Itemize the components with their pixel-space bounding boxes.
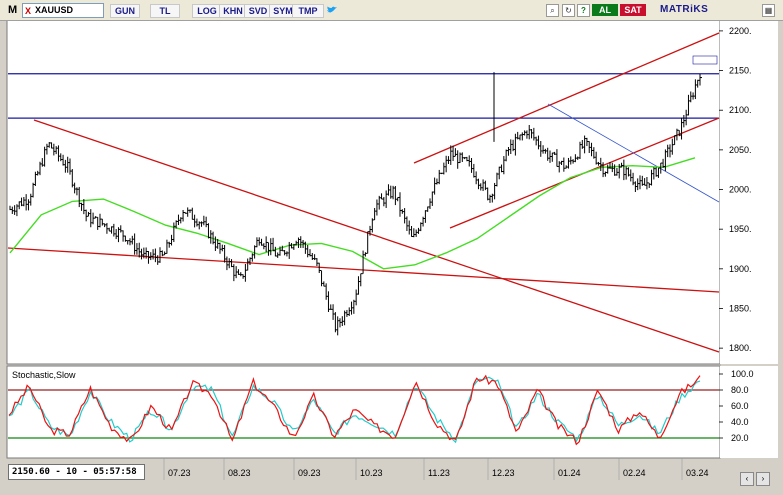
log-scale-button[interactable]: LOG (192, 4, 222, 18)
period-day-button[interactable]: GUN (110, 4, 140, 18)
x-tick-label: 12.23 (492, 468, 515, 478)
brand-logo: MATRiKS (660, 4, 709, 15)
x-tick-label: 02.24 (623, 468, 646, 478)
mode-symbol[interactable]: M (8, 4, 18, 16)
y-tick-label: 2200. (729, 26, 752, 36)
x-tick-label: 09.23 (298, 468, 321, 478)
svd-button[interactable]: SVD (244, 4, 272, 18)
y-tick-label: 1800. (729, 343, 752, 353)
y-tick-label: 2000. (729, 185, 752, 195)
oscillator-axis (720, 366, 778, 458)
x-tick-label: 01.24 (558, 468, 581, 478)
tmp-button[interactable]: TMP (292, 4, 324, 18)
twitter-icon[interactable] (327, 6, 337, 14)
search-icon[interactable]: ⌕ (546, 4, 559, 17)
blue-trend-line (547, 103, 720, 203)
oscillator-tick-label: 40.0 (731, 417, 749, 427)
khn-button[interactable]: KHN (219, 4, 247, 18)
trend-line (33, 119, 720, 353)
x-tick-label: 10.23 (360, 468, 383, 478)
y-tick-label: 1900. (729, 264, 752, 274)
y-tick-label: 2150. (729, 66, 752, 76)
oscillator-tick-label: 100.0 (731, 369, 754, 379)
oscillator-label: Stochastic,Slow (12, 370, 76, 380)
oscillator-tick-label: 80.0 (731, 385, 749, 395)
ticker-value: XAUUSD (35, 5, 74, 15)
x-tick-label: 07.23 (168, 468, 191, 478)
y-tick-label: 1950. (729, 224, 752, 234)
y-tick-label: 1850. (729, 303, 752, 313)
y-tick-label: 2100. (729, 105, 752, 115)
oscillator-panel (6, 365, 721, 459)
oscillator-tick-label: 60.0 (731, 401, 749, 411)
buy-button[interactable]: AL (592, 4, 618, 16)
price-readout: 2150.60 - 10 - 05:57:58 (8, 464, 145, 480)
refresh-icon[interactable]: ↻ (562, 4, 575, 17)
sell-button[interactable]: SAT (620, 4, 646, 16)
currency-tl-button[interactable]: TL (150, 4, 180, 18)
oscillator-tick-label: 20.0 (731, 433, 749, 443)
scroll-left-icon[interactable]: ‹ (740, 472, 754, 486)
chart-toolbar: M X XAUUSD GUN TL LOG KHN SVD SYM TMP ⌕ … (0, 0, 783, 21)
stochastic-k-line (8, 374, 701, 446)
x-tick-label: 11.23 (428, 468, 450, 478)
help-icon[interactable]: ? (577, 4, 590, 17)
calendar-icon[interactable]: ▦ (762, 4, 775, 17)
price-panel (6, 18, 721, 365)
last-price-marker (692, 55, 718, 65)
close-icon[interactable]: X (25, 6, 32, 16)
price-axis (720, 19, 778, 364)
moving-average-line (9, 157, 696, 270)
scroll-right-icon[interactable]: › (756, 472, 770, 486)
x-tick-label: 08.23 (228, 468, 251, 478)
ticker-input[interactable]: X XAUUSD (22, 3, 104, 18)
trend-line (413, 32, 720, 164)
x-tick-label: 03.24 (686, 468, 709, 478)
y-tick-label: 2050. (729, 145, 752, 155)
